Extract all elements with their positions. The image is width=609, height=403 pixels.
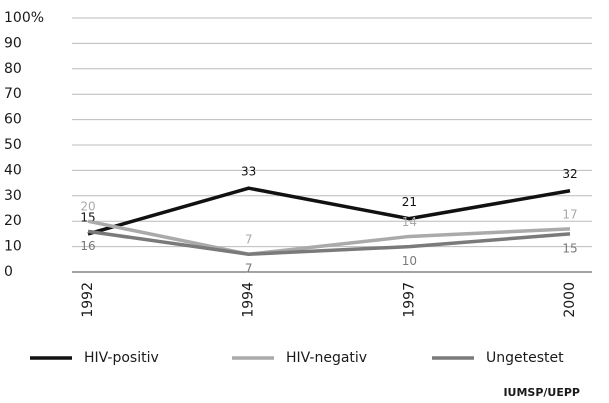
- legend-label: HIV-negativ: [286, 350, 367, 366]
- x-tick-label: 2000: [562, 282, 578, 318]
- y-tick-label: 0: [4, 264, 13, 280]
- y-tick-label: 80: [4, 61, 22, 77]
- data-label: 15: [562, 241, 577, 255]
- x-tick-label: 1994: [241, 282, 257, 318]
- y-tick-label: 50: [4, 137, 22, 153]
- series-line: [87, 219, 571, 256]
- y-tick-label: 30: [4, 188, 22, 204]
- legend-label: HIV-positiv: [84, 350, 159, 366]
- data-label: 7: [245, 262, 253, 276]
- y-tick-label: 90: [4, 35, 22, 51]
- y-tick-label: 70: [4, 86, 22, 102]
- data-label: 32: [562, 167, 577, 181]
- series-line: [87, 186, 571, 236]
- x-tick-label: 1997: [401, 282, 417, 318]
- data-label: 10: [402, 254, 417, 268]
- legend-label: Ungetestet: [486, 350, 564, 366]
- x-tick-label: 1992: [80, 282, 96, 318]
- y-tick-label: 20: [4, 213, 22, 229]
- data-label: 21: [402, 195, 417, 209]
- y-tick-label: 100%: [4, 10, 44, 26]
- data-label: 7: [245, 233, 253, 247]
- data-label: 20: [80, 200, 95, 214]
- data-label: 14: [402, 215, 417, 229]
- data-label: 16: [80, 239, 95, 253]
- y-tick-label: 60: [4, 112, 22, 128]
- y-tick-label: 40: [4, 162, 22, 178]
- series-line: [87, 229, 571, 256]
- data-label: 17: [562, 207, 577, 221]
- data-label: 33: [241, 165, 256, 179]
- y-tick-label: 10: [4, 239, 22, 255]
- source: IUMSP/UEPP: [503, 386, 580, 399]
